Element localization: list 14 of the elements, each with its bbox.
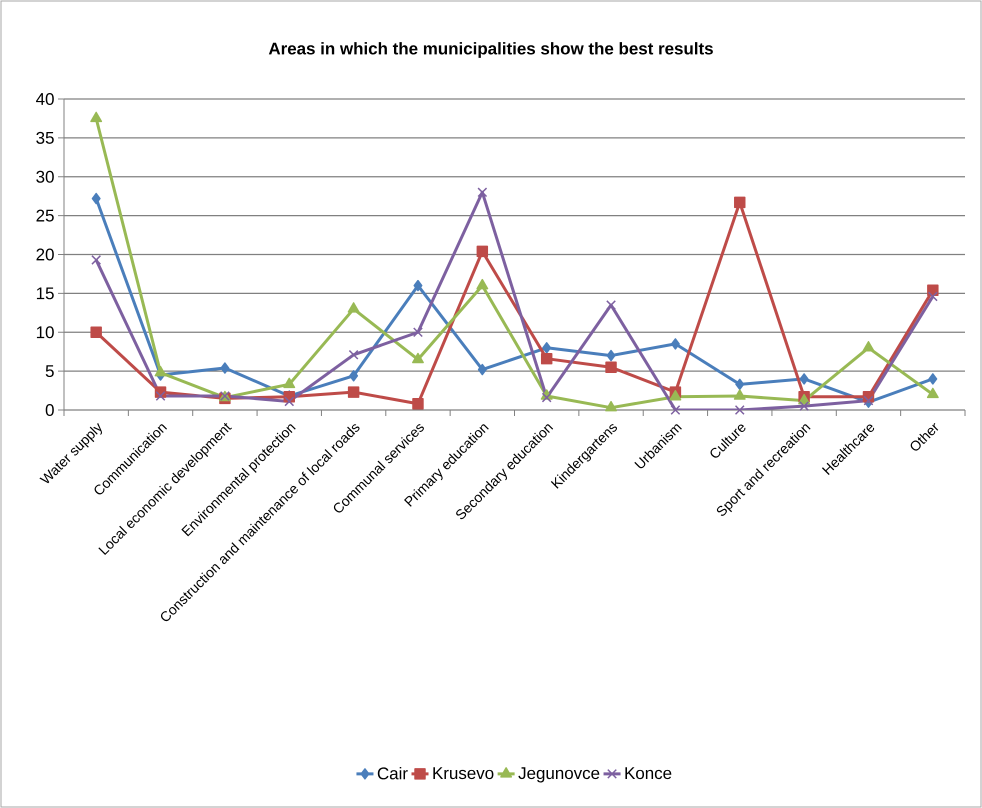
y-tick-label: 15 (36, 287, 54, 300)
legend-label: Jegunovce (518, 767, 600, 782)
y-tick-label: 40 (36, 93, 54, 105)
chart-title: Areas in which the municipalities show the best results (268, 42, 713, 58)
y-tick-label: 25 (36, 210, 54, 222)
y-tick-label: 30 (36, 170, 54, 183)
y-tick-label: 20 (36, 248, 54, 260)
y-tick-label: 5 (46, 365, 54, 378)
legend-label: Konce (625, 767, 672, 780)
y-tick-label: 35 (36, 132, 54, 144)
y-tick-label: 10 (36, 326, 54, 338)
legend-label: Krusevo (433, 767, 494, 780)
legend-label: Cair (378, 766, 408, 780)
y-tick-label: 0 (46, 404, 54, 416)
